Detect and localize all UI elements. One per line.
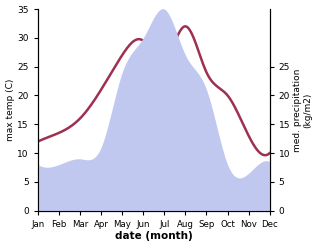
X-axis label: date (month): date (month): [115, 231, 193, 242]
Y-axis label: med. precipitation
(kg/m2): med. precipitation (kg/m2): [293, 68, 313, 152]
Y-axis label: max temp (C): max temp (C): [5, 79, 15, 141]
